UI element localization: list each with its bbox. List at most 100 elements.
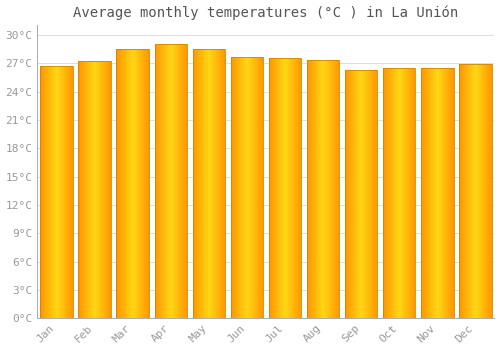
Bar: [192, 49, 225, 318]
Bar: [169, 44, 170, 318]
Bar: [330, 60, 331, 318]
Bar: [292, 57, 294, 318]
Bar: [425, 68, 426, 318]
Bar: [347, 70, 348, 318]
Bar: [258, 57, 259, 318]
Bar: [245, 57, 246, 318]
Bar: [197, 49, 198, 318]
Bar: [118, 49, 119, 318]
Bar: [279, 57, 280, 318]
Bar: [146, 49, 147, 318]
Bar: [325, 60, 326, 318]
Bar: [413, 68, 414, 318]
Bar: [432, 68, 433, 318]
Bar: [256, 57, 257, 318]
Bar: [360, 70, 361, 318]
Bar: [40, 66, 41, 318]
Bar: [473, 64, 474, 318]
Bar: [222, 49, 223, 318]
Bar: [386, 68, 387, 318]
Bar: [317, 60, 318, 318]
Bar: [60, 66, 61, 318]
Bar: [186, 44, 187, 318]
Bar: [86, 61, 87, 318]
Bar: [387, 68, 388, 318]
Bar: [396, 68, 398, 318]
Bar: [383, 68, 384, 318]
Bar: [230, 57, 232, 318]
Bar: [54, 66, 55, 318]
Bar: [260, 57, 261, 318]
Bar: [318, 60, 319, 318]
Bar: [480, 64, 481, 318]
Bar: [287, 57, 288, 318]
Bar: [483, 64, 484, 318]
Bar: [392, 68, 393, 318]
Bar: [409, 68, 410, 318]
Bar: [172, 44, 174, 318]
Bar: [164, 44, 165, 318]
Bar: [119, 49, 120, 318]
Bar: [331, 60, 332, 318]
Bar: [423, 68, 424, 318]
Bar: [120, 49, 121, 318]
Bar: [239, 57, 240, 318]
Bar: [96, 61, 97, 318]
Bar: [154, 44, 155, 318]
Bar: [99, 61, 100, 318]
Bar: [246, 57, 247, 318]
Bar: [78, 61, 110, 318]
Bar: [383, 68, 416, 318]
Bar: [374, 70, 376, 318]
Bar: [326, 60, 327, 318]
Bar: [67, 66, 68, 318]
Bar: [283, 57, 284, 318]
Bar: [98, 61, 99, 318]
Bar: [46, 66, 48, 318]
Bar: [270, 57, 272, 318]
Bar: [48, 66, 50, 318]
Bar: [398, 68, 399, 318]
Bar: [314, 60, 316, 318]
Bar: [135, 49, 136, 318]
Bar: [107, 61, 108, 318]
Bar: [125, 49, 126, 318]
Bar: [384, 68, 385, 318]
Bar: [104, 61, 105, 318]
Bar: [430, 68, 431, 318]
Bar: [116, 49, 149, 318]
Bar: [414, 68, 415, 318]
Bar: [463, 64, 464, 318]
Bar: [207, 49, 208, 318]
Bar: [195, 49, 196, 318]
Bar: [209, 49, 210, 318]
Bar: [399, 68, 400, 318]
Bar: [307, 60, 308, 318]
Bar: [488, 64, 489, 318]
Bar: [63, 66, 64, 318]
Bar: [415, 68, 416, 318]
Bar: [289, 57, 290, 318]
Bar: [127, 49, 128, 318]
Bar: [474, 64, 475, 318]
Bar: [487, 64, 488, 318]
Bar: [79, 61, 80, 318]
Bar: [109, 61, 110, 318]
Bar: [359, 70, 360, 318]
Bar: [361, 70, 362, 318]
Bar: [422, 68, 423, 318]
Bar: [449, 68, 450, 318]
Bar: [334, 60, 336, 318]
Bar: [235, 57, 236, 318]
Bar: [134, 49, 135, 318]
Bar: [154, 44, 187, 318]
Bar: [404, 68, 405, 318]
Bar: [328, 60, 329, 318]
Bar: [205, 49, 206, 318]
Bar: [249, 57, 250, 318]
Bar: [354, 70, 356, 318]
Bar: [108, 61, 109, 318]
Bar: [247, 57, 248, 318]
Bar: [443, 68, 444, 318]
Bar: [372, 70, 373, 318]
